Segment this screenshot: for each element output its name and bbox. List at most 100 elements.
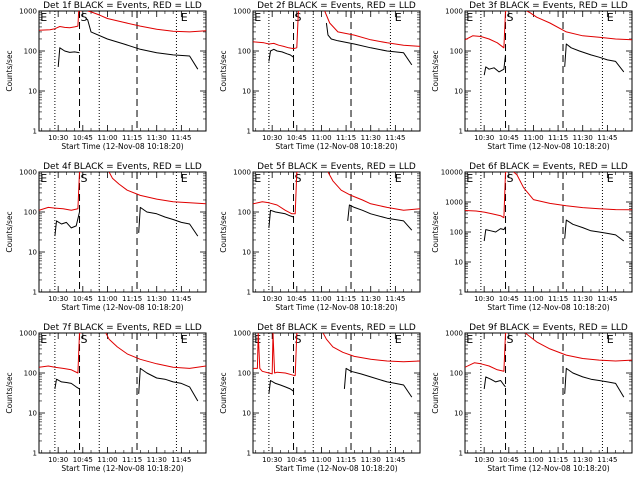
events-series-line	[564, 367, 625, 398]
marker-label: E	[466, 333, 473, 346]
lld-series-line	[465, 172, 508, 219]
marker-label: E	[607, 333, 614, 346]
y-tick-label: 100	[238, 370, 251, 378]
x-tick-label: 11:45	[171, 295, 191, 303]
y-tick-label: 1	[33, 450, 37, 458]
panel-8f: Det 8f BLACK = Events, RED = LLD 1 10 100 10…	[219, 323, 421, 473]
y-tick-label: 1000	[233, 169, 251, 177]
y-tick-label: 1	[459, 289, 463, 297]
x-tick-label: 11:00	[97, 295, 117, 303]
y-tick-label: 100	[24, 370, 37, 378]
marker-label: S	[81, 333, 88, 346]
x-axis-label: Start Time (12-Nov-08 10:18:20)	[487, 142, 609, 151]
x-tick-label: 10:30	[474, 456, 494, 464]
y-tick-label: 10	[28, 249, 37, 257]
y-tick-label: 1	[247, 450, 251, 458]
panel-4f: Det 4f BLACK = Events, RED = LLD 1 10 100 10…	[5, 162, 207, 312]
events-series-line	[347, 204, 413, 231]
lld-series-line	[513, 172, 632, 211]
lld-series-line	[39, 11, 82, 31]
x-axis-label: Start Time (12-Nov-08 10:18:20)	[61, 303, 183, 312]
panel-title: Det 8f BLACK = Events, RED = LLD	[257, 323, 416, 333]
x-tick-label: 11:45	[171, 134, 191, 142]
x-axis-label: Start Time (12-Nov-08 10:18:20)	[275, 464, 397, 473]
events-series-line	[54, 211, 80, 237]
events-series-line	[85, 18, 199, 70]
y-axis-label: Counts/sec	[219, 50, 228, 91]
panel-title: Det 7f BLACK = Events, RED = LLD	[43, 323, 202, 333]
y-tick-label: 1000	[19, 8, 37, 16]
events-series-line	[343, 367, 413, 398]
plot-frame	[252, 171, 421, 293]
x-tick-label: 10:45	[287, 456, 307, 464]
x-tick-label: 11:30	[147, 295, 167, 303]
y-tick-label: 1	[459, 450, 463, 458]
x-tick-label: 11:45	[597, 295, 617, 303]
marker-label: E	[395, 333, 402, 346]
lld-series-line	[253, 41, 297, 50]
y-tick-label: 1000	[19, 330, 37, 338]
events-series-line	[54, 378, 80, 390]
y-tick-label: 10000	[441, 169, 463, 177]
panel-title: Det 4f BLACK = Events, RED = LLD	[43, 162, 202, 172]
x-tick-label: 11:15	[122, 295, 142, 303]
series-group	[253, 11, 420, 66]
lld-series-line	[296, 11, 301, 48]
x-axis-label: Start Time (12-Nov-08 10:18:20)	[275, 142, 397, 151]
panel-1f: Det 1f BLACK = Events, RED = LLD 1 10 100 10…	[5, 1, 207, 151]
marker-label: E	[40, 333, 47, 346]
y-axis-label: Counts/sec	[431, 50, 440, 91]
x-tick-label: 10:45	[499, 134, 519, 142]
marker-label: S	[507, 11, 514, 24]
panel-title: Det 3f BLACK = Events, RED = LLD	[469, 1, 628, 11]
plot-frame	[252, 332, 421, 454]
y-axis-label: Counts/sec	[431, 372, 440, 413]
plot-frame	[464, 171, 633, 293]
panel-title: Det 1f BLACK = Events, RED = LLD	[43, 1, 202, 11]
x-tick-label: 11:15	[336, 456, 356, 464]
y-axis-label: Counts/sec	[219, 372, 228, 413]
marker-label: E	[40, 11, 47, 24]
x-tick-label: 10:45	[73, 295, 93, 303]
series-group	[39, 333, 206, 402]
events-series-line	[138, 367, 199, 402]
panel-6f: Det 6f BLACK = Events, RED = LLD 1 10 100 10…	[431, 162, 633, 312]
panel-7f: Det 7f BLACK = Events, RED = LLD 1 10 100 10…	[5, 323, 207, 473]
lld-series-line	[253, 333, 296, 377]
plot-frame	[38, 171, 207, 293]
lld-series-line	[39, 333, 82, 374]
x-tick-label: 10:45	[287, 134, 307, 142]
plot-frame	[464, 332, 633, 454]
y-tick-label: 10	[454, 259, 463, 267]
x-tick-label: 11:00	[311, 134, 331, 142]
lld-series-line	[108, 172, 206, 205]
marker-label: S	[507, 333, 514, 346]
series-group	[465, 11, 632, 76]
marker-label: E	[254, 11, 261, 24]
marker-label: E	[181, 11, 188, 24]
panel-9f: Det 9f BLACK = Events, RED = LLD 1 10 100 10…	[431, 323, 633, 473]
panel-title: Det 6f BLACK = Events, RED = LLD	[469, 162, 628, 172]
events-series-line	[483, 54, 506, 76]
x-axis-label: Start Time (12-Nov-08 10:18:20)	[487, 464, 609, 473]
x-tick-label: 11:45	[597, 134, 617, 142]
marker-label: E	[40, 172, 47, 185]
x-tick-label: 11:00	[523, 295, 543, 303]
y-tick-label: 100	[450, 370, 463, 378]
y-tick-label: 1000	[233, 330, 251, 338]
marker-label: S	[507, 172, 514, 185]
x-tick-label: 11:15	[548, 295, 568, 303]
y-tick-label: 100	[238, 48, 251, 56]
y-tick-label: 10	[454, 410, 463, 418]
y-axis-label: Counts/sec	[431, 211, 440, 252]
lld-series-line	[327, 172, 420, 211]
marker-label: E	[254, 172, 261, 185]
x-axis-label: Start Time (12-Nov-08 10:18:20)	[275, 303, 397, 312]
series-group	[253, 172, 420, 231]
x-tick-label: 10:45	[499, 295, 519, 303]
panel-3f: Det 3f BLACK = Events, RED = LLD 1 10 100 10…	[431, 1, 633, 151]
x-tick-label: 11:30	[361, 134, 381, 142]
plot-frame	[464, 10, 633, 132]
x-tick-label: 11:30	[361, 456, 381, 464]
